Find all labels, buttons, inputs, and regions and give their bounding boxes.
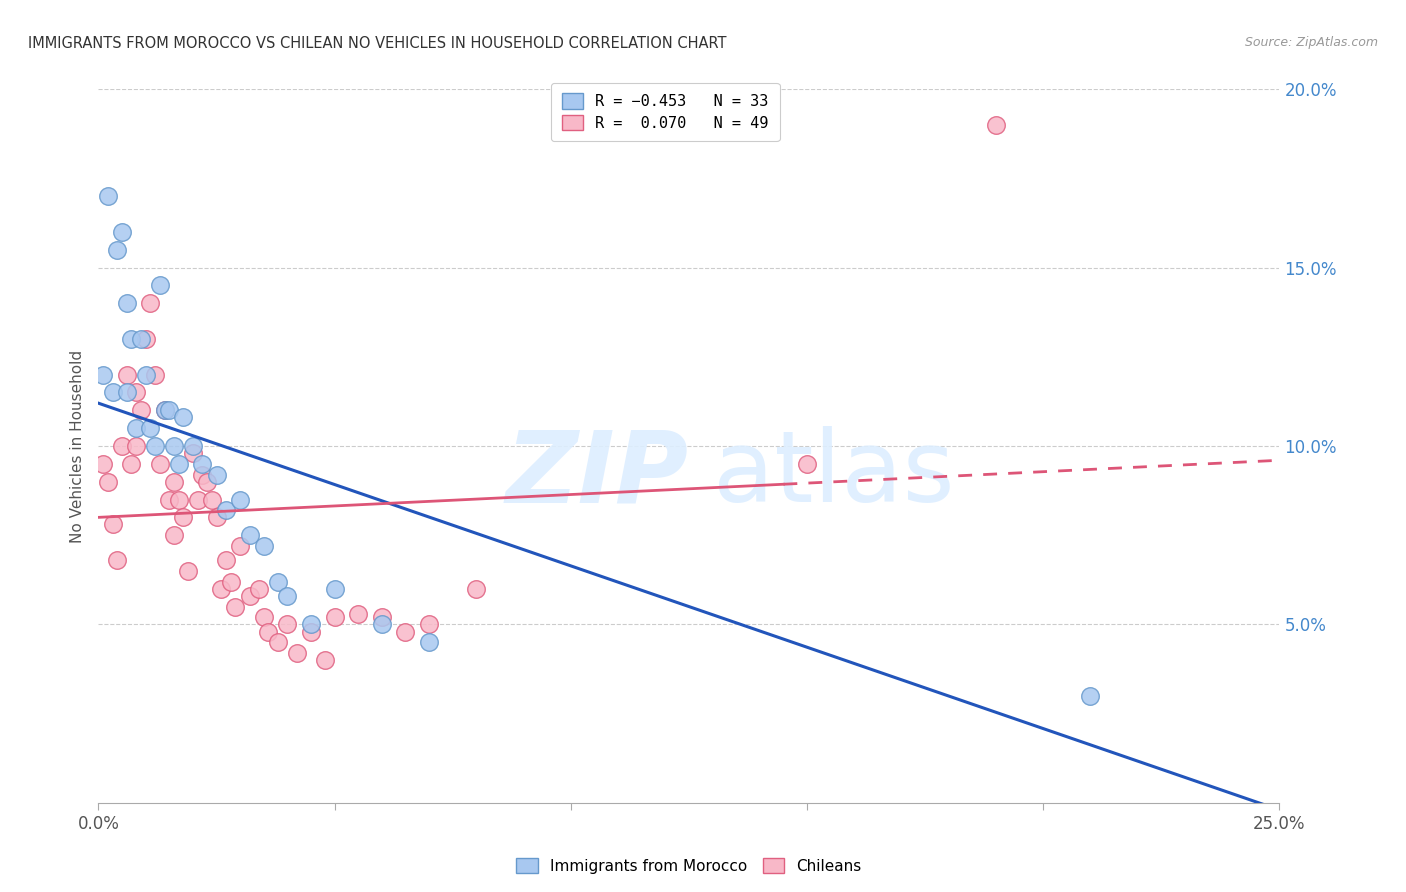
Point — [163, 475, 186, 489]
Point — [253, 610, 276, 624]
Point — [276, 589, 298, 603]
Point — [205, 467, 228, 482]
Point — [97, 475, 120, 489]
Point — [149, 457, 172, 471]
Point — [191, 457, 214, 471]
Point — [177, 564, 200, 578]
Point — [163, 528, 186, 542]
Point — [172, 510, 194, 524]
Point — [229, 492, 252, 507]
Point — [105, 553, 128, 567]
Point — [229, 539, 252, 553]
Point — [105, 243, 128, 257]
Point — [253, 539, 276, 553]
Point — [157, 492, 180, 507]
Point — [247, 582, 270, 596]
Point — [97, 189, 120, 203]
Point — [201, 492, 224, 507]
Point — [239, 589, 262, 603]
Point — [215, 553, 238, 567]
Y-axis label: No Vehicles in Household: No Vehicles in Household — [70, 350, 86, 542]
Point — [115, 385, 138, 400]
Text: atlas: atlas — [713, 426, 955, 523]
Point — [215, 503, 238, 517]
Point — [111, 225, 134, 239]
Point — [135, 332, 157, 346]
Point — [314, 653, 336, 667]
Point — [371, 617, 394, 632]
Point — [276, 617, 298, 632]
Point — [299, 617, 322, 632]
Point — [143, 439, 166, 453]
Point — [115, 368, 138, 382]
Point — [187, 492, 209, 507]
Point — [239, 528, 262, 542]
Point — [121, 332, 143, 346]
Point — [135, 368, 157, 382]
Point — [121, 457, 143, 471]
Point — [125, 439, 148, 453]
Legend: Immigrants from Morocco, Chileans: Immigrants from Morocco, Chileans — [510, 852, 868, 880]
Legend: R = −0.453   N = 33, R =  0.070   N = 49: R = −0.453 N = 33, R = 0.070 N = 49 — [551, 83, 779, 141]
Point — [153, 403, 176, 417]
Point — [219, 574, 242, 589]
Point — [796, 457, 818, 471]
Point — [1080, 689, 1102, 703]
Point — [139, 296, 162, 310]
Point — [157, 403, 180, 417]
Point — [181, 446, 204, 460]
Point — [323, 610, 346, 624]
Point — [267, 635, 290, 649]
Point — [465, 582, 488, 596]
Point — [371, 610, 394, 624]
Point — [91, 368, 114, 382]
Text: Source: ZipAtlas.com: Source: ZipAtlas.com — [1244, 36, 1378, 49]
Point — [209, 582, 232, 596]
Point — [167, 492, 190, 507]
Point — [153, 403, 176, 417]
Point — [224, 599, 246, 614]
Point — [394, 624, 416, 639]
Point — [181, 439, 204, 453]
Point — [125, 421, 148, 435]
Point — [299, 624, 322, 639]
Point — [91, 457, 114, 471]
Point — [172, 410, 194, 425]
Point — [347, 607, 370, 621]
Point — [129, 403, 152, 417]
Point — [195, 475, 218, 489]
Point — [191, 467, 214, 482]
Point — [111, 439, 134, 453]
Point — [143, 368, 166, 382]
Point — [285, 646, 308, 660]
Point — [323, 582, 346, 596]
Point — [418, 617, 440, 632]
Point — [101, 385, 124, 400]
Point — [139, 421, 162, 435]
Text: ZIP: ZIP — [506, 426, 689, 523]
Point — [125, 385, 148, 400]
Point — [167, 457, 190, 471]
Point — [115, 296, 138, 310]
Point — [257, 624, 280, 639]
Point — [149, 278, 172, 293]
Point — [984, 118, 1007, 132]
Text: IMMIGRANTS FROM MOROCCO VS CHILEAN NO VEHICLES IN HOUSEHOLD CORRELATION CHART: IMMIGRANTS FROM MOROCCO VS CHILEAN NO VE… — [28, 36, 727, 51]
Point — [129, 332, 152, 346]
Point — [267, 574, 290, 589]
Point — [205, 510, 228, 524]
Point — [101, 517, 124, 532]
Point — [418, 635, 440, 649]
Point — [163, 439, 186, 453]
